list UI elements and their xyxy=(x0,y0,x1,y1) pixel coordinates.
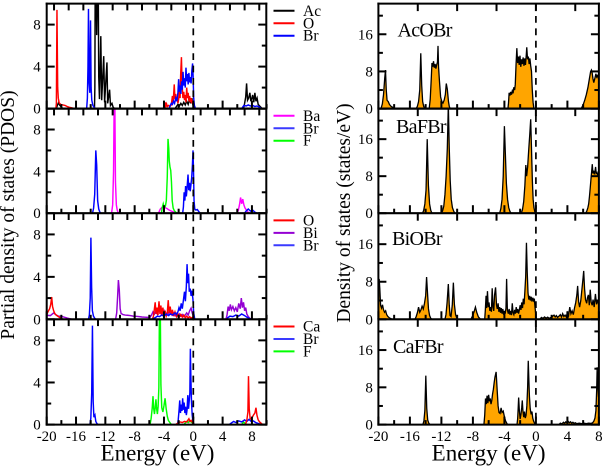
svg-text:16: 16 xyxy=(358,343,374,359)
svg-text:16: 16 xyxy=(358,237,374,253)
svg-text:BiOBr: BiOBr xyxy=(392,228,443,250)
svg-text:Br: Br xyxy=(303,237,319,254)
svg-text:F: F xyxy=(303,343,312,360)
svg-text:4: 4 xyxy=(33,375,41,391)
svg-text:8: 8 xyxy=(595,429,603,445)
svg-text:0: 0 xyxy=(33,102,41,118)
svg-text:AcOBr: AcOBr xyxy=(398,20,453,42)
svg-text:Energy (eV): Energy (eV) xyxy=(432,441,546,466)
svg-text:-12: -12 xyxy=(95,429,115,445)
svg-text:4: 4 xyxy=(564,429,572,445)
svg-text:8: 8 xyxy=(33,333,41,349)
svg-text:0: 0 xyxy=(33,418,41,434)
svg-text:F: F xyxy=(303,133,312,150)
svg-text:4: 4 xyxy=(219,429,227,445)
svg-text:16: 16 xyxy=(358,27,374,43)
svg-text:8: 8 xyxy=(365,380,373,396)
svg-text:16: 16 xyxy=(358,132,374,148)
svg-text:-16: -16 xyxy=(66,429,86,445)
svg-text:Energy (eV): Energy (eV) xyxy=(101,441,215,466)
svg-text:4: 4 xyxy=(33,60,41,76)
svg-text:Partial density of states (PDO: Partial density of states (PDOS) xyxy=(0,90,19,339)
svg-text:Br: Br xyxy=(303,28,319,45)
svg-text:4: 4 xyxy=(33,270,41,286)
svg-text:CaFBr: CaFBr xyxy=(393,336,444,358)
svg-text:-4: -4 xyxy=(498,429,511,445)
svg-text:8: 8 xyxy=(365,275,373,291)
svg-text:-4: -4 xyxy=(158,429,171,445)
svg-text:Br: Br xyxy=(303,331,319,348)
svg-text:Ca: Ca xyxy=(303,319,320,336)
svg-text:-20: -20 xyxy=(37,429,57,445)
svg-text:0: 0 xyxy=(532,429,540,445)
svg-text:Br: Br xyxy=(303,120,319,137)
svg-text:8: 8 xyxy=(33,18,41,34)
svg-text:8: 8 xyxy=(365,64,373,80)
svg-text:-12: -12 xyxy=(431,429,451,445)
svg-text:8: 8 xyxy=(365,169,373,185)
svg-text:BaFBr: BaFBr xyxy=(396,116,447,138)
svg-text:O: O xyxy=(303,212,314,229)
svg-text:0: 0 xyxy=(33,312,41,328)
svg-text:8: 8 xyxy=(33,123,41,139)
svg-text:-8: -8 xyxy=(467,429,480,445)
svg-text:Ba: Ba xyxy=(303,108,320,125)
svg-text:Density of states (states/eV): Density of states (states/eV) xyxy=(334,103,355,322)
svg-text:0: 0 xyxy=(190,429,198,445)
svg-text:Bi: Bi xyxy=(303,225,318,242)
svg-text:0: 0 xyxy=(33,206,41,222)
svg-text:0: 0 xyxy=(365,102,373,118)
svg-text:8: 8 xyxy=(248,429,256,445)
svg-text:0: 0 xyxy=(365,206,373,222)
svg-text:-8: -8 xyxy=(128,429,141,445)
svg-text:0: 0 xyxy=(365,312,373,328)
svg-text:-20: -20 xyxy=(368,429,388,445)
svg-text:-16: -16 xyxy=(400,429,420,445)
svg-text:4: 4 xyxy=(33,164,41,180)
svg-text:O: O xyxy=(303,15,314,32)
svg-text:0: 0 xyxy=(365,418,373,434)
svg-text:8: 8 xyxy=(33,227,41,243)
svg-text:Ac: Ac xyxy=(303,3,321,20)
